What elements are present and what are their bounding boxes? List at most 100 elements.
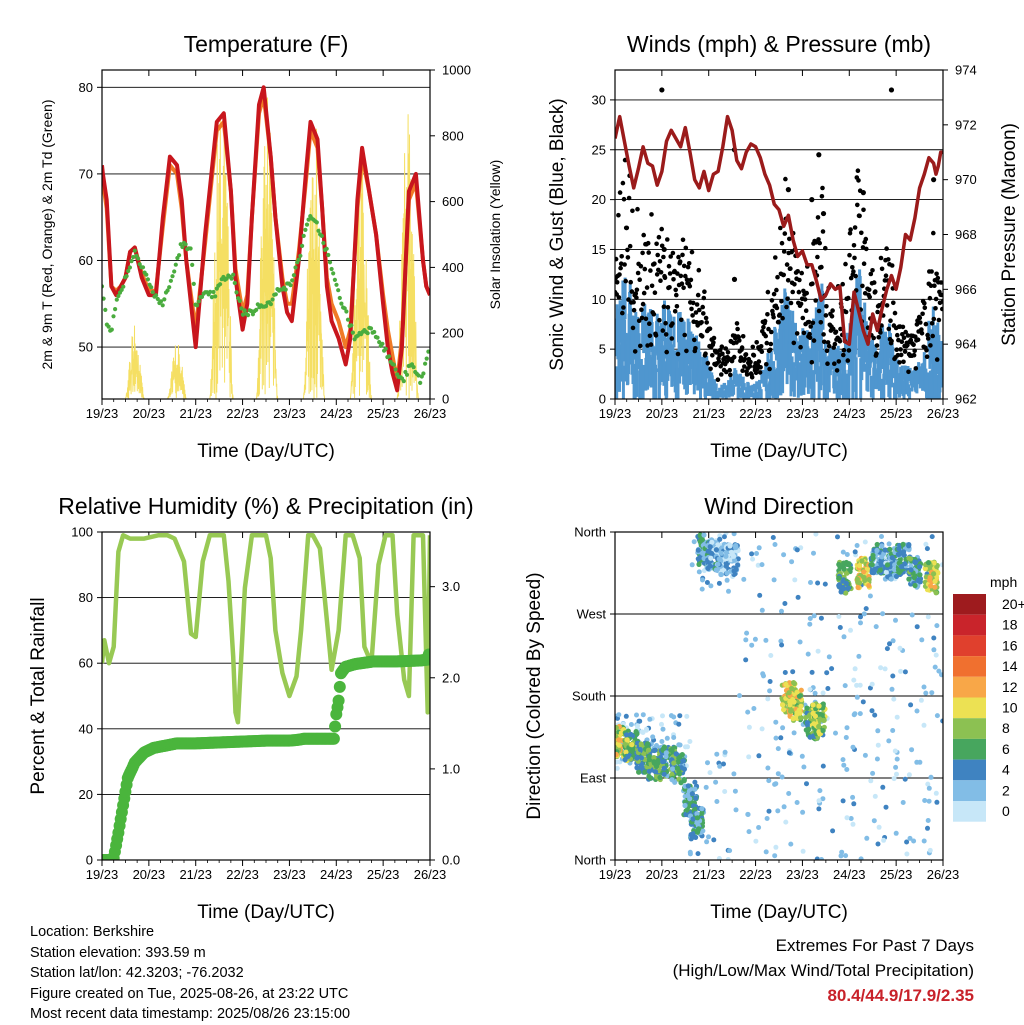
direction-point [925, 614, 931, 620]
direction-point [871, 818, 877, 824]
direction-point [906, 543, 912, 549]
gust-point [794, 331, 800, 336]
gust-point [821, 332, 826, 337]
direction-point [859, 558, 865, 564]
direction-point [671, 714, 677, 720]
direction-point [873, 624, 879, 630]
colorbar-label: 2 [1002, 782, 1010, 798]
direction-point [634, 755, 640, 761]
direction-point [836, 614, 842, 619]
direction-point [644, 742, 650, 748]
colorbar-swatch [953, 780, 986, 801]
direction-point [866, 576, 872, 583]
direction-point [897, 645, 903, 651]
extremes-values: 80.4/44.9/17.9/2.35 [827, 986, 974, 1005]
gust-point [936, 317, 942, 323]
gust-point [897, 360, 902, 365]
direction-point [708, 583, 714, 589]
gust-point [934, 357, 940, 362]
dewpoint-point [263, 304, 269, 309]
gust-point [773, 255, 778, 260]
station-info: Location: Berkshire Station elevation: 3… [30, 922, 350, 1025]
gust-point [871, 335, 876, 341]
gust-point [919, 331, 925, 336]
direction-point [923, 690, 929, 696]
direction-point [714, 799, 720, 804]
gust-point [761, 324, 766, 330]
direction-point [700, 577, 705, 583]
direction-point [707, 770, 713, 776]
gust-point [873, 289, 878, 294]
gust-point [877, 303, 882, 308]
direction-point [874, 541, 880, 548]
gust-point [903, 329, 908, 335]
direction-point [869, 681, 875, 687]
y-tick-label: 30 [592, 92, 606, 107]
y-tick-label: 50 [79, 340, 93, 355]
gust-point [641, 232, 646, 238]
dewpoint-point [132, 248, 137, 253]
direction-point [616, 737, 622, 743]
direction-point [623, 749, 629, 755]
dewpoint-point [380, 341, 385, 346]
direction-point [707, 544, 713, 550]
gust-point [875, 309, 880, 315]
gust-point [624, 225, 630, 231]
gust-point [705, 361, 711, 366]
direction-point [763, 637, 769, 643]
x-tick-label: 23/23 [786, 406, 819, 421]
direction-point [717, 533, 723, 539]
gust-point [715, 377, 721, 383]
gust-point [809, 197, 815, 203]
gust-point [673, 287, 678, 293]
gust-point [626, 195, 632, 201]
gust-point [857, 213, 862, 219]
dewpoint-point [342, 306, 347, 311]
direction-point [896, 546, 902, 552]
gust-point [850, 265, 855, 270]
direction-point [624, 737, 630, 743]
direction-point [781, 804, 787, 810]
direction-point [906, 555, 912, 561]
gust-point [710, 353, 715, 358]
gust-point [884, 246, 889, 251]
dewpoint-point [332, 277, 337, 282]
direction-point [688, 832, 694, 838]
gust-point [656, 234, 662, 240]
y-tick-label: 20 [79, 787, 93, 802]
direction-point [936, 668, 942, 674]
dewpoint-point [324, 246, 329, 251]
direction-point [880, 611, 886, 617]
dewpoint-point [218, 282, 223, 287]
direction-point [780, 702, 786, 708]
direction-point [660, 713, 665, 719]
gust-point [641, 290, 647, 296]
dewpoint-point [411, 365, 416, 370]
direction-point [625, 753, 631, 760]
gust-point [871, 280, 877, 285]
y-tick-label: 40 [79, 721, 93, 736]
direction-point [914, 624, 920, 630]
gust-point [628, 279, 633, 285]
dewpoint-point [372, 329, 377, 335]
gust-point [627, 243, 633, 249]
direction-point [679, 752, 685, 758]
colorbar-swatch [953, 676, 986, 698]
direction-point [904, 851, 910, 857]
dewpoint-point [291, 273, 296, 278]
direction-point [855, 584, 861, 591]
dewpoint-point [393, 367, 398, 372]
gust-point [797, 277, 802, 283]
direction-point [788, 841, 794, 847]
direction-point [850, 744, 856, 750]
dewpoint-point [237, 298, 242, 303]
direction-point [925, 818, 931, 823]
gust-point [664, 349, 669, 355]
direction-point [707, 563, 713, 569]
direction-point [629, 742, 635, 748]
direction-point [694, 815, 701, 821]
direction-point [844, 815, 850, 821]
x-tick-label: 25/23 [367, 406, 400, 421]
direction-point [809, 669, 815, 675]
direction-point [722, 789, 728, 794]
